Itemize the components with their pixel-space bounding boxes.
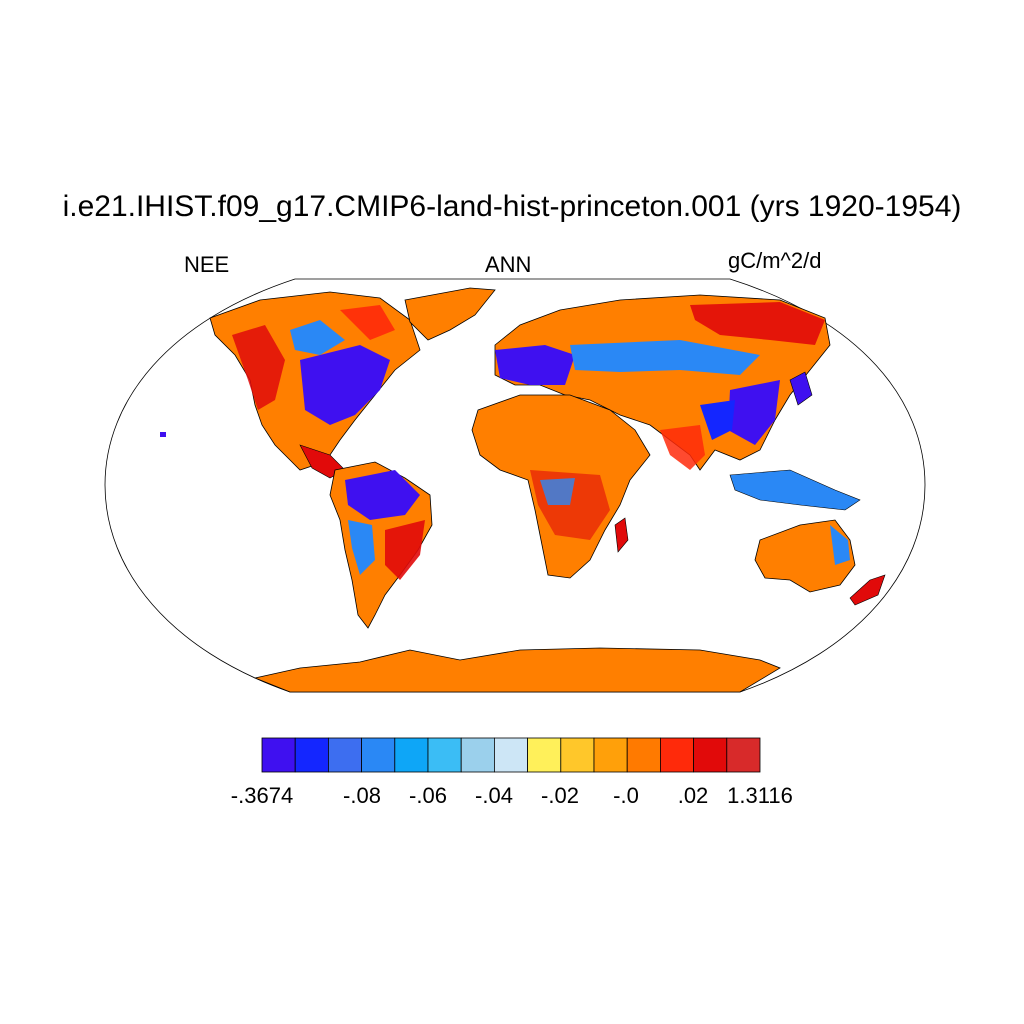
asia-blue-belt xyxy=(570,340,760,375)
na-blue-east xyxy=(300,345,390,425)
antarctica xyxy=(253,647,781,693)
colorbar-tick-label: -.02 xyxy=(541,783,579,808)
europe-blue xyxy=(495,345,575,385)
colorbar-swatch xyxy=(394,737,429,773)
colorbar-swatch xyxy=(726,737,761,773)
colorbar-swatch xyxy=(593,737,628,773)
colorbar-swatch xyxy=(693,737,728,773)
colorbar-swatch xyxy=(626,737,661,773)
colorbar-tick-label: -.3674 xyxy=(231,783,293,808)
colorbar-swatch xyxy=(493,737,528,773)
variable-label: NEE xyxy=(184,252,230,277)
colorbar-swatch xyxy=(327,737,362,773)
sa-red-east xyxy=(385,520,425,580)
colorbar-tick-label: .02 xyxy=(678,783,709,808)
hawaii xyxy=(160,432,166,437)
units-label: gC/m^2/d xyxy=(728,248,822,273)
na-red-west xyxy=(232,325,285,410)
colorbar-tick-label: -.08 xyxy=(343,783,381,808)
colorbar-swatch xyxy=(527,737,562,773)
na-red-north xyxy=(340,305,395,340)
sa-blue-west xyxy=(348,520,375,575)
plot-title: i.e21.IHIST.f09_g17.CMIP6-land-hist-prin… xyxy=(62,190,962,223)
africa-blue xyxy=(540,478,575,505)
siberia-red xyxy=(690,302,825,345)
colorbar-swatch xyxy=(427,737,462,773)
colorbar-tick-label: -.06 xyxy=(409,783,447,808)
sa-blue-amazon xyxy=(345,470,420,520)
colorbar-tick-label: -.0 xyxy=(613,783,639,808)
colorbar-swatch xyxy=(361,737,396,773)
new-zealand xyxy=(849,574,886,606)
india-red xyxy=(660,425,705,470)
season-label: ANN xyxy=(485,252,532,277)
indonesia xyxy=(729,469,861,511)
australia-east-blue xyxy=(830,525,850,565)
colorbar-tick-label: -.04 xyxy=(475,783,513,808)
asia-blue-south xyxy=(700,400,735,440)
madagascar xyxy=(614,517,629,553)
asia-blue-east xyxy=(728,380,780,445)
colorbar-swatch xyxy=(261,737,296,773)
colorbar-swatch xyxy=(660,737,695,773)
australia xyxy=(754,519,856,593)
na-blue-mid xyxy=(290,320,345,355)
greenland xyxy=(404,287,496,341)
colorbar-swatch xyxy=(460,737,495,773)
japan xyxy=(789,371,813,406)
colorbar-tick-label: 1.3116 xyxy=(727,783,793,808)
colorbar-swatch xyxy=(294,737,329,773)
colorbar-swatch xyxy=(560,737,595,773)
